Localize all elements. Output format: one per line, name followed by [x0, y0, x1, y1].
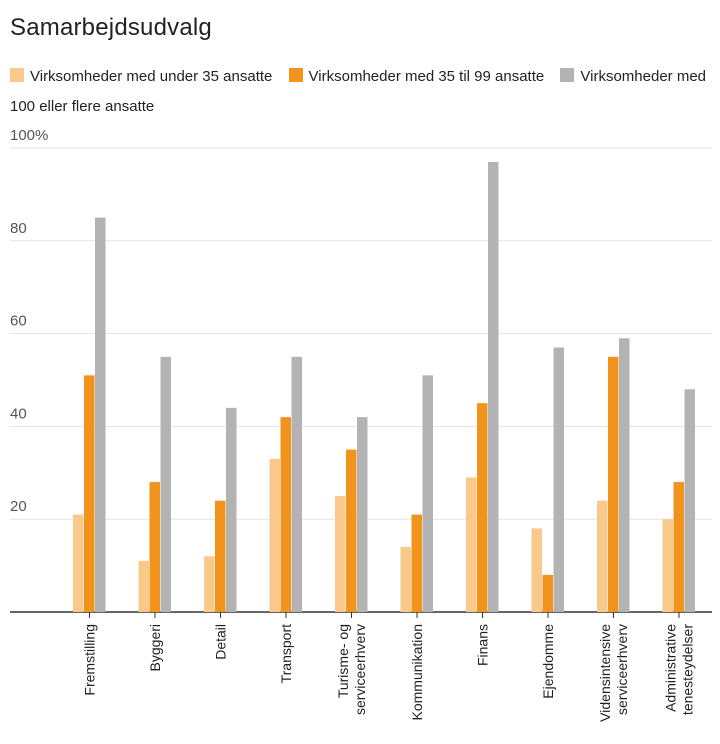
- bar-0-2: [204, 556, 215, 612]
- y-tick-label: 80: [10, 220, 27, 237]
- legend-label-large: Virksomheder med 100 eller flere ansatte: [10, 68, 707, 115]
- legend-swatch-small: [10, 68, 24, 82]
- bar-2-8: [619, 338, 630, 612]
- bar-0-5: [400, 547, 411, 612]
- category-label: Finans: [475, 624, 491, 666]
- category-label: Fremstilling: [82, 624, 98, 696]
- category-label: Ejendomme: [540, 624, 556, 699]
- bar-0-1: [138, 560, 149, 612]
- bar-2-3: [291, 356, 302, 612]
- legend-item-medium: Virksomheder med 35 til 99 ansatte: [288, 68, 545, 85]
- bar-0-8: [597, 500, 608, 612]
- y-tick-label: 100%: [10, 127, 48, 144]
- bar-2-5: [422, 375, 433, 612]
- legend-label-medium: Virksomheder med 35 til 99 ansatte: [308, 68, 545, 85]
- legend: Virksomheder med under 35 ansatte Virkso…: [10, 62, 710, 122]
- bar-1-4: [346, 449, 357, 612]
- bar-0-9: [662, 519, 673, 612]
- bar-2-9: [684, 389, 695, 612]
- bar-1-6: [477, 403, 488, 612]
- y-tick-label: 60: [10, 313, 27, 330]
- bar-2-0: [95, 217, 106, 612]
- category-label: Byggeri: [147, 624, 163, 671]
- bar-2-7: [553, 347, 564, 612]
- bar-2-1: [160, 356, 171, 612]
- legend-item-small: Virksomheder med under 35 ansatte: [10, 68, 272, 85]
- category-label: tenesteydelser: [680, 624, 696, 715]
- bar-1-8: [608, 356, 619, 612]
- category-label: serviceerhverv: [614, 624, 630, 715]
- bar-0-6: [466, 477, 477, 612]
- y-tick-label: 40: [10, 405, 27, 422]
- bar-1-5: [411, 514, 422, 612]
- bar-0-3: [269, 458, 280, 612]
- bar-1-2: [215, 500, 226, 612]
- category-label: Turisme- og: [335, 624, 351, 698]
- bar-1-7: [542, 574, 553, 612]
- bar-0-0: [73, 514, 84, 612]
- category-label: Transport: [278, 624, 294, 684]
- category-label: Detail: [213, 624, 229, 660]
- legend-item-large: Virksomheder med 100 eller flere ansatte: [10, 68, 706, 115]
- legend-label-small: Virksomheder med under 35 ansatte: [30, 68, 273, 85]
- y-tick-label: 20: [10, 498, 27, 515]
- category-label: serviceerhverv: [352, 624, 368, 715]
- bar-1-0: [84, 375, 95, 612]
- bar-1-3: [280, 417, 291, 612]
- chart-title: Samarbejdsudvalg: [10, 14, 212, 41]
- bar-1-1: [149, 482, 160, 612]
- bar-0-7: [531, 528, 542, 612]
- bar-2-6: [488, 161, 499, 613]
- category-label: Administrative: [663, 624, 679, 712]
- bar-1-9: [673, 482, 684, 612]
- bar-2-4: [357, 417, 368, 612]
- category-label: Kommunikation: [409, 624, 425, 721]
- legend-swatch-medium: [288, 68, 303, 82]
- legend-swatch-large: [560, 68, 575, 82]
- bar-2-2: [226, 407, 237, 612]
- bar-0-4: [335, 496, 346, 612]
- category-label: Vidensintensive: [597, 624, 613, 722]
